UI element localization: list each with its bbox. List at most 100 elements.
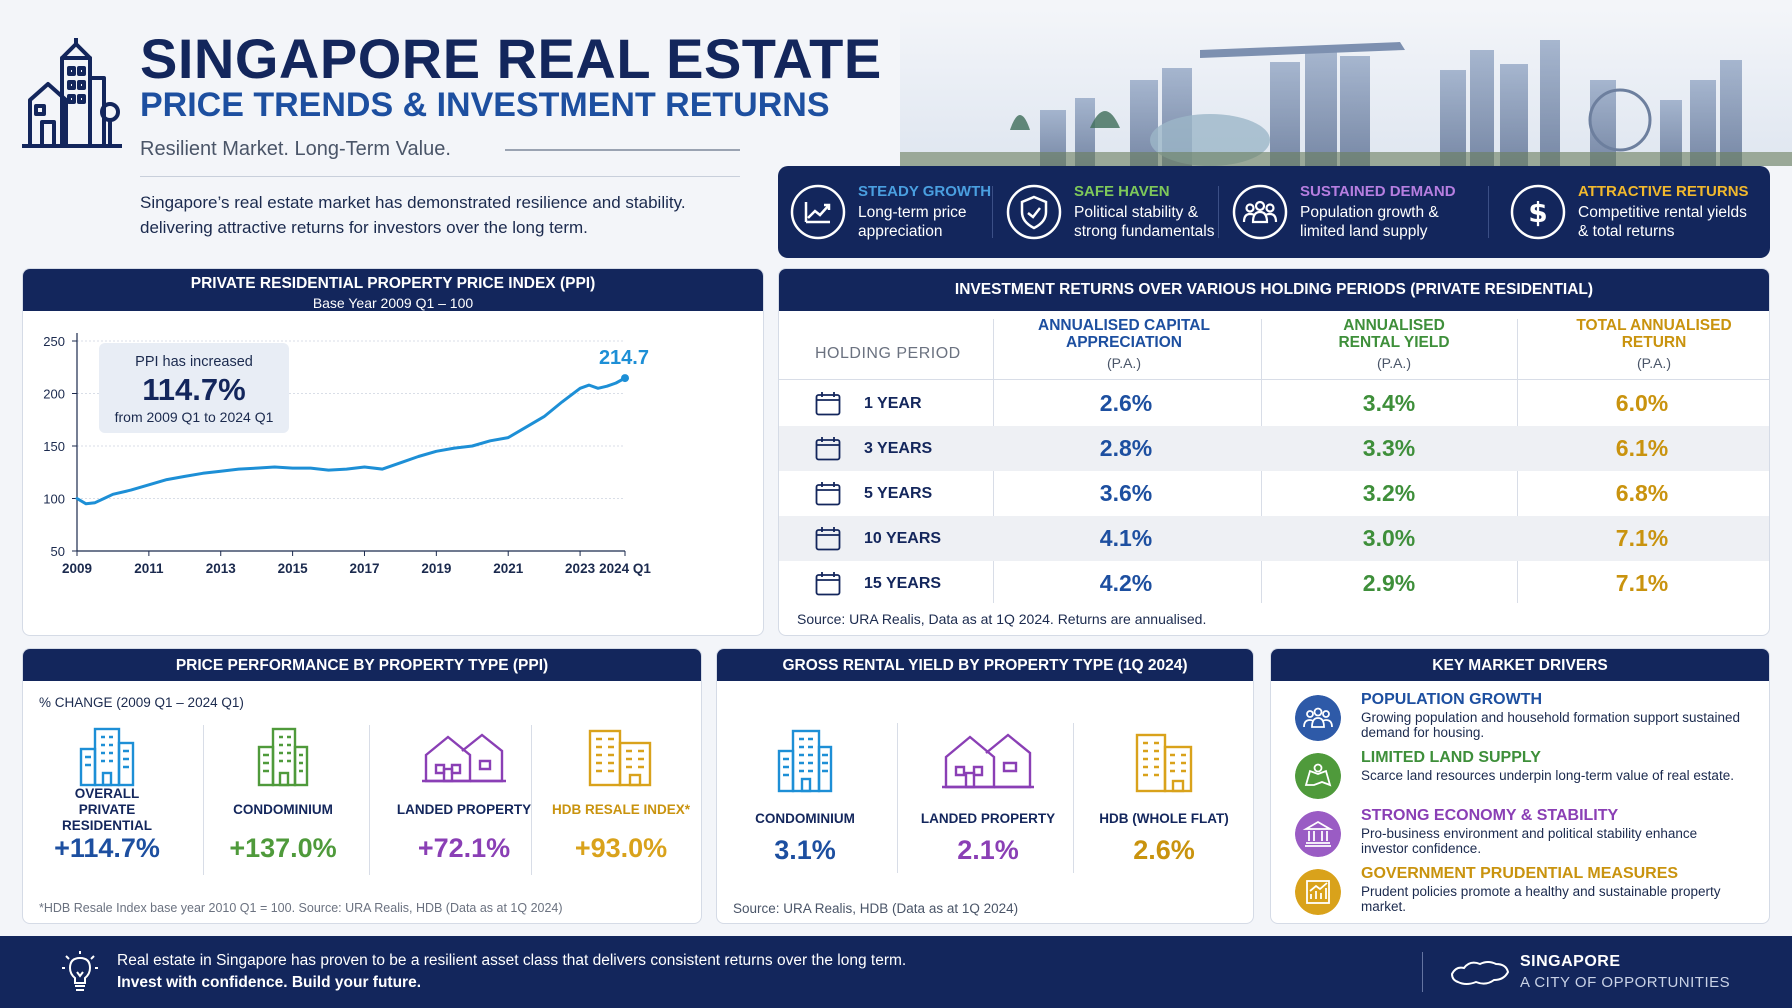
page-subtitle: PRICE TRENDS & INVESTMENT RETURNS xyxy=(140,86,830,124)
rental-value: 3.2% xyxy=(1362,480,1416,506)
total-value: 6.8% xyxy=(1615,480,1669,506)
holding-period: 3 YEARS xyxy=(864,440,933,457)
y-tick-label: 250 xyxy=(43,334,65,349)
capital-value: 4.1% xyxy=(1099,525,1153,551)
rental-item-landed: LANDED PROPERTY 2.1% xyxy=(903,727,1073,877)
performance-item-overall: OVERALL PRIVATE RESIDENTIAL +114.7% xyxy=(33,725,181,875)
panel-title: KEY MARKET DRIVERS xyxy=(1432,657,1608,674)
rental-value: 3.1% xyxy=(774,835,836,865)
holding-period: 10 YEARS xyxy=(864,530,942,547)
rental-value: 2.1% xyxy=(957,835,1019,865)
panel-header: KEY MARKET DRIVERS xyxy=(1271,649,1769,681)
feature-safe-haven: SAFE HAVEN Political stability & strong f… xyxy=(994,166,1216,258)
column-divider xyxy=(531,725,532,875)
capital-value: 3.6% xyxy=(1099,480,1153,506)
rental-value: 3.4% xyxy=(1362,390,1416,416)
calendar-icon xyxy=(815,392,841,416)
performance-subtitle: % CHANGE (2009 Q1 – 2024 Q1) xyxy=(39,695,244,710)
panel-header: GROSS RENTAL YIELD BY PROPERTY TYPE (1Q … xyxy=(717,649,1253,681)
performance-item-landed: LANDED PROPERTY +72.1% xyxy=(385,725,543,875)
ppi-increase-callout: PPI has increased 114.7% from 2009 Q1 to… xyxy=(99,343,289,433)
lightbulb-icon xyxy=(62,951,98,991)
driver-desc: Pro-business environment and political s… xyxy=(1361,826,1698,856)
trend-up-icon xyxy=(790,184,846,240)
panel-title: INVESTMENT RETURNS OVER VARIOUS HOLDING … xyxy=(954,281,1594,298)
driver-desc: Prudent policies promote a healthy and s… xyxy=(1361,884,1721,914)
hdb-icon xyxy=(1135,733,1193,793)
calendar-icon xyxy=(815,437,841,461)
rental-label: HDB (WHOLE FLAT) xyxy=(1099,811,1229,826)
performance-item-condominium: CONDOMINIUM +137.0% xyxy=(209,725,357,875)
rental-item-hdb: HDB (WHOLE FLAT) 2.6% xyxy=(1079,727,1249,877)
rental-label: LANDED PROPERTY xyxy=(920,811,1056,826)
table-row: 5 YEARS 3.6% 3.2% 6.8% xyxy=(779,471,1769,516)
returns-table-panel: INVESTMENT RETURNS OVER VARIOUS HOLDING … xyxy=(778,268,1770,636)
table-row: 1 YEAR 2.6% 3.4% 6.0% xyxy=(779,381,1769,426)
panel-header: PRIVATE RESIDENTIAL PROPERTY PRICE INDEX… xyxy=(23,269,763,311)
footer-tagline: Invest with confidence. Build your futur… xyxy=(117,974,421,991)
driver-title: LIMITED LAND SUPPLY xyxy=(1361,749,1541,766)
performance-item-hdb: HDB RESALE INDEX* +93.0% xyxy=(539,725,701,875)
x-tick-label: 2017 xyxy=(349,561,379,576)
column-divider xyxy=(203,725,204,875)
total-value: 7.1% xyxy=(1615,525,1669,551)
ppi-end-point xyxy=(621,374,629,383)
intro-divider xyxy=(140,176,740,177)
tagline-divider xyxy=(505,149,740,151)
feature-divider xyxy=(992,186,993,238)
ppi-line-chart: 50 100 150 200 250 2009 2011 2013 2015 2017 2019 20… xyxy=(43,333,651,576)
feature-title: SUSTAINED DEMAND xyxy=(1300,183,1456,200)
condo-icon xyxy=(777,729,833,793)
rental-yield-panel: GROSS RENTAL YIELD BY PROPERTY TYPE (1Q … xyxy=(716,648,1254,924)
x-tick-label: 2023 xyxy=(565,561,596,576)
x-tick-label: 2009 xyxy=(62,561,92,576)
footer: Real estate in Singapore has proven to b… xyxy=(0,936,1792,1008)
holding-period: 15 YEARS xyxy=(864,575,942,592)
capital-value: 4.2% xyxy=(1099,570,1153,596)
condo-icon xyxy=(257,727,309,787)
svg-text:$: $ xyxy=(1528,196,1547,229)
performance-value: +72.1% xyxy=(417,833,511,863)
column-divider xyxy=(369,725,370,875)
capital-value: 2.8% xyxy=(1099,435,1153,461)
panel-title: PRICE PERFORMANCE BY PROPERTY TYPE (PPI) xyxy=(175,657,549,674)
feature-bar: STEADY GROWTH Long-term price appreciatio… xyxy=(778,166,1770,258)
feature-attractive-returns: $ ATTRACTIVE RETURNS Competitive rental … xyxy=(1498,166,1770,258)
y-tick-label: 150 xyxy=(43,439,65,454)
panel-subtitle: Base Year 2009 Q1 – 100 xyxy=(312,295,474,311)
callout-label: PPI has increased xyxy=(135,354,253,370)
feature-desc: Competitive rental yields & total returns xyxy=(1578,204,1747,240)
returns-source-note: Source: URA Realis, Data as at 1Q 2024. … xyxy=(797,611,1207,627)
table-row: 3 YEARS 2.8% 3.3% 6.1% xyxy=(779,426,1769,471)
footer-brand-tagline: A CITY OF OPPORTUNITIES xyxy=(1520,974,1731,991)
panel-title: PRIVATE RESIDENTIAL PROPERTY PRICE INDEX… xyxy=(190,275,596,292)
tagline: Resilient Market. Long-Term Value. xyxy=(140,138,451,160)
y-tick-label: 200 xyxy=(43,387,65,402)
driver-desc: Scarce land resources underpin long-term… xyxy=(1361,768,1734,783)
performance-value: +137.0% xyxy=(229,833,337,863)
x-tick-label: 2019 xyxy=(421,561,451,576)
capital-value: 2.6% xyxy=(1099,390,1153,416)
driver-title: STRONG ECONOMY & STABILITY xyxy=(1361,807,1619,824)
feature-desc: Population growth & limited land supply xyxy=(1300,204,1439,240)
performance-label: LANDED PROPERTY xyxy=(396,802,532,817)
performance-value: +93.0% xyxy=(574,833,668,863)
feature-divider xyxy=(1218,186,1219,238)
performance-footnote: *HDB Resale Index base year 2010 Q1 = 10… xyxy=(39,901,563,915)
performance-label: HDB RESALE INDEX* xyxy=(551,802,691,817)
column-divider xyxy=(897,723,898,873)
performance-value: +114.7% xyxy=(54,833,160,863)
y-tick-label: 50 xyxy=(51,544,65,559)
y-tick-label: 100 xyxy=(43,492,65,507)
chart-icon xyxy=(1295,869,1341,915)
total-value: 6.0% xyxy=(1615,390,1669,416)
ppi-end-label: 214.7 xyxy=(599,347,649,369)
singapore-map-icon xyxy=(1450,961,1510,985)
table-row: 15 YEARS 4.2% 2.9% 7.1% xyxy=(779,561,1769,606)
feature-steady-growth: STEADY GROWTH Long-term price appreciatio… xyxy=(778,166,992,258)
total-value: 6.1% xyxy=(1615,435,1669,461)
people-icon xyxy=(1295,695,1341,741)
panel-header: INVESTMENT RETURNS OVER VARIOUS HOLDING … xyxy=(779,269,1769,311)
feature-title: SAFE HAVEN xyxy=(1074,183,1170,200)
total-value: 7.1% xyxy=(1615,570,1669,596)
